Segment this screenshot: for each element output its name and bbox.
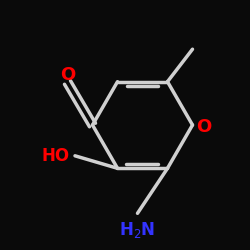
Text: H$_2$N: H$_2$N — [119, 220, 156, 240]
Text: O: O — [196, 118, 212, 136]
Text: O: O — [60, 66, 75, 84]
Text: HO: HO — [42, 147, 70, 165]
